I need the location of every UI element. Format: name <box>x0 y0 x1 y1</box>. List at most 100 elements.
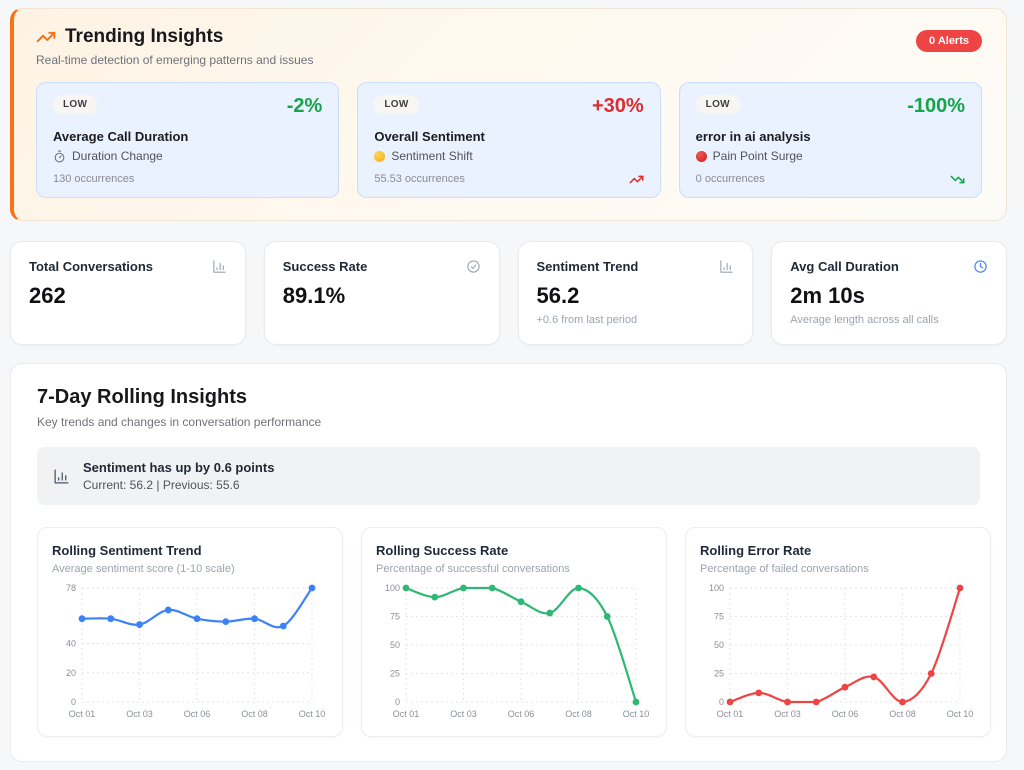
svg-text:Oct 03: Oct 03 <box>126 709 153 719</box>
stat-card-header: Success Rate <box>283 259 481 274</box>
svg-text:Oct 01: Oct 01 <box>717 709 744 719</box>
chart-title: Rolling Success Rate <box>376 543 509 558</box>
svg-text:0: 0 <box>719 697 724 707</box>
trending-up-icon <box>629 172 644 187</box>
error-line-chart: 0 25 50 75 100 Oct 01 Oct 03 Oct 06 Oct 08 Oct 10 <box>709 583 974 719</box>
occurrences-label: 0 occurrences <box>695 173 765 185</box>
trend-card-name: error in ai analysis <box>695 129 811 144</box>
trend-card-top: LOW +30% <box>374 95 644 118</box>
stat-card-avg-call-duration: Avg Call Duration 2m 10s Average length … <box>771 241 1007 345</box>
chart-subtitle: Average sentiment score (1-10 scale) <box>52 563 235 575</box>
stopwatch-icon <box>53 150 66 163</box>
svg-text:Oct 10: Oct 10 <box>623 709 650 719</box>
svg-text:100: 100 <box>385 583 400 593</box>
trend-category-label: Pain Point Surge <box>712 149 803 163</box>
trend-card-bottom: 55.53 occurrences <box>374 171 644 187</box>
svg-text:Oct 01: Oct 01 <box>69 709 96 719</box>
bar-chart-icon <box>53 468 70 485</box>
change-percent: -100% <box>907 95 965 117</box>
chart-card-rolling-sentiment-trend: Rolling Sentiment Trend Average sentimen… <box>37 527 343 737</box>
check-circle-icon <box>466 259 481 274</box>
stat-value: 56.2 <box>536 283 580 308</box>
trend-category: Pain Point Surge <box>695 149 965 163</box>
bar-chart-icon <box>719 259 734 274</box>
rolling-insights-section: 7-Day Rolling Insights Key trends and ch… <box>10 363 1007 762</box>
svg-text:Oct 06: Oct 06 <box>508 709 535 719</box>
trend-card-name: Average Call Duration <box>53 129 189 144</box>
stat-value: 262 <box>29 283 66 308</box>
stat-value: 2m 10s <box>790 283 865 308</box>
stat-title: Avg Call Duration <box>790 259 899 274</box>
severity-badge: LOW <box>53 95 98 114</box>
summary-title: Sentiment has up by 0.6 points <box>83 460 275 475</box>
svg-text:Oct 10: Oct 10 <box>947 709 974 719</box>
svg-text:25: 25 <box>390 669 400 679</box>
trend-card-avg-call-duration: LOW -2% Average Call Duration Duration C… <box>36 82 340 198</box>
svg-text:50: 50 <box>390 640 400 650</box>
section-subtitle: Key trends and changes in conversation p… <box>37 415 322 429</box>
sentiment-line-chart: 0 20 40 78 Oct 01 Oct 03 Oct 06 Oct 08 Oct 10 <box>66 583 325 719</box>
alerts-badge[interactable]: 0 Alerts <box>916 30 982 52</box>
summary-banner: Sentiment has up by 0.6 points Current: … <box>37 447 980 505</box>
stat-card-sentiment-trend: Sentiment Trend 56.2 +0.6 from last peri… <box>517 241 754 345</box>
svg-text:20: 20 <box>66 668 76 678</box>
chart-subtitle: Percentage of failed conversations <box>700 563 869 575</box>
clock-icon <box>973 259 988 274</box>
trend-card-bottom: 130 occurrences <box>53 171 322 187</box>
svg-text:0: 0 <box>71 697 76 707</box>
svg-text:Oct 01: Oct 01 <box>393 709 420 719</box>
stat-card-header: Avg Call Duration <box>790 259 988 274</box>
trending-header-text: Trending Insights Real-time detection of… <box>36 26 313 67</box>
trend-card-overall-sentiment: LOW +30% Overall Sentiment Sentiment Shi… <box>357 82 661 198</box>
red-dot-icon <box>695 150 707 162</box>
svg-text:75: 75 <box>390 612 400 622</box>
summary-text: Sentiment has up by 0.6 points Current: … <box>83 460 274 492</box>
svg-text:Oct 08: Oct 08 <box>889 709 916 719</box>
chart-card-rolling-success-rate: Rolling Success Rate Percentage of succe… <box>361 527 667 737</box>
svg-text:0: 0 <box>395 697 400 707</box>
svg-text:Oct 03: Oct 03 <box>450 709 477 719</box>
chart-grid: Rolling Sentiment Trend Average sentimen… <box>37 527 991 737</box>
svg-text:Oct 08: Oct 08 <box>241 709 268 719</box>
chart-title: Rolling Sentiment Trend <box>52 543 202 558</box>
trend-card-bottom: 0 occurrences <box>696 171 965 187</box>
page-title: Trending Insights <box>36 26 313 48</box>
neutral-face-icon <box>374 150 386 162</box>
svg-text:78: 78 <box>66 583 76 593</box>
chart-card-rolling-error-rate: Rolling Error Rate Percentage of failed … <box>685 527 991 737</box>
stat-card-header: Sentiment Trend <box>537 259 735 274</box>
trending-header: Trending Insights Real-time detection of… <box>36 26 982 67</box>
chart-title: Rolling Error Rate <box>700 543 812 558</box>
trend-card-error-in-ai-analysis: LOW -100% error in ai analysis Pain Poin… <box>678 82 982 198</box>
occurrences-label: 55.53 occurrences <box>374 173 465 185</box>
change-percent: -2% <box>286 95 323 117</box>
trending-subtitle: Real-time detection of emerging patterns… <box>36 53 314 67</box>
trend-category-label: Duration Change <box>72 149 163 163</box>
chart-subtitle: Percentage of successful conversations <box>376 563 570 575</box>
trend-category: Sentiment Shift <box>374 149 643 163</box>
stat-subtitle: +0.6 from last period <box>536 314 638 326</box>
trend-cards-row: LOW -2% Average Call Duration Duration C… <box>36 82 982 198</box>
trending-title-label: Trending Insights <box>65 26 224 47</box>
success-line-chart: 0 25 50 75 100 Oct 01 Oct 03 Oct 06 Oct 08 Oct 10 <box>385 583 650 719</box>
stat-value: 89.1% <box>282 283 346 308</box>
svg-text:Oct 06: Oct 06 <box>832 709 859 719</box>
svg-text:25: 25 <box>714 669 724 679</box>
stat-title: Total Conversations <box>29 259 154 274</box>
trending-insights-section: Trending Insights Real-time detection of… <box>10 8 1007 221</box>
svg-text:100: 100 <box>709 583 724 593</box>
trending-up-icon <box>36 27 56 47</box>
section-title: 7-Day Rolling Insights <box>37 386 248 408</box>
trend-card-name: Overall Sentiment <box>374 129 485 144</box>
trend-card-top: LOW -2% <box>53 95 322 118</box>
summary-detail: Current: 56.2 | Previous: 55.6 <box>83 478 240 492</box>
trending-down-icon <box>950 172 965 187</box>
stat-card-success-rate: Success Rate 89.1% <box>263 241 500 345</box>
stat-title: Sentiment Trend <box>536 259 639 274</box>
svg-text:Oct 08: Oct 08 <box>565 709 592 719</box>
stat-card-total-conversations: Total Conversations 262 <box>10 241 246 345</box>
stats-row: Total Conversations 262 Success Rate 89.… <box>10 241 1007 345</box>
trend-card-top: LOW -100% <box>695 95 965 118</box>
svg-text:Oct 03: Oct 03 <box>774 709 801 719</box>
